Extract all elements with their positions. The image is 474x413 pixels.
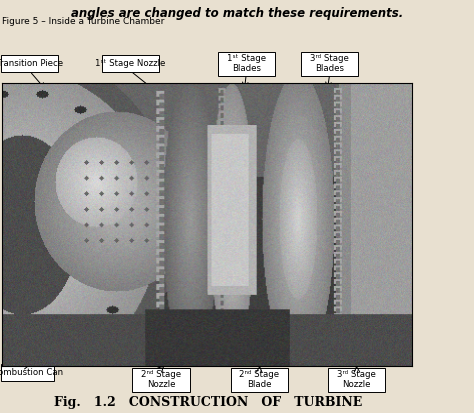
FancyBboxPatch shape — [1, 55, 58, 72]
Text: Transition Piece: Transition Piece — [0, 59, 63, 68]
Text: Combustion Can: Combustion Can — [0, 368, 63, 377]
Text: 2ⁿᵈ Stage
Nozzle: 2ⁿᵈ Stage Nozzle — [141, 370, 181, 389]
FancyBboxPatch shape — [1, 364, 54, 381]
FancyBboxPatch shape — [231, 368, 288, 392]
FancyBboxPatch shape — [218, 52, 275, 76]
Text: Fig.   1.2   CONSTRUCTION   OF   TURBINE: Fig. 1.2 CONSTRUCTION OF TURBINE — [55, 396, 363, 409]
FancyBboxPatch shape — [132, 368, 190, 392]
Text: 1ˢᵗ Stage Nozzle: 1ˢᵗ Stage Nozzle — [95, 59, 166, 68]
FancyBboxPatch shape — [328, 368, 385, 392]
Text: 2ⁿᵈ Stage
Blade: 2ⁿᵈ Stage Blade — [239, 370, 280, 389]
Text: angles are changed to match these requirements.: angles are changed to match these requir… — [71, 7, 403, 20]
Text: Figure 5 – Inside a Turbine Chamber: Figure 5 – Inside a Turbine Chamber — [2, 17, 165, 26]
FancyBboxPatch shape — [301, 52, 358, 76]
Text: 1ˢᵗ Stage
Blades: 1ˢᵗ Stage Blades — [227, 54, 266, 73]
FancyBboxPatch shape — [102, 55, 159, 72]
Text: 3ʳᵈ Stage
Nozzle: 3ʳᵈ Stage Nozzle — [337, 370, 376, 389]
Text: 3ʳᵈ Stage
Blades: 3ʳᵈ Stage Blades — [310, 54, 349, 73]
